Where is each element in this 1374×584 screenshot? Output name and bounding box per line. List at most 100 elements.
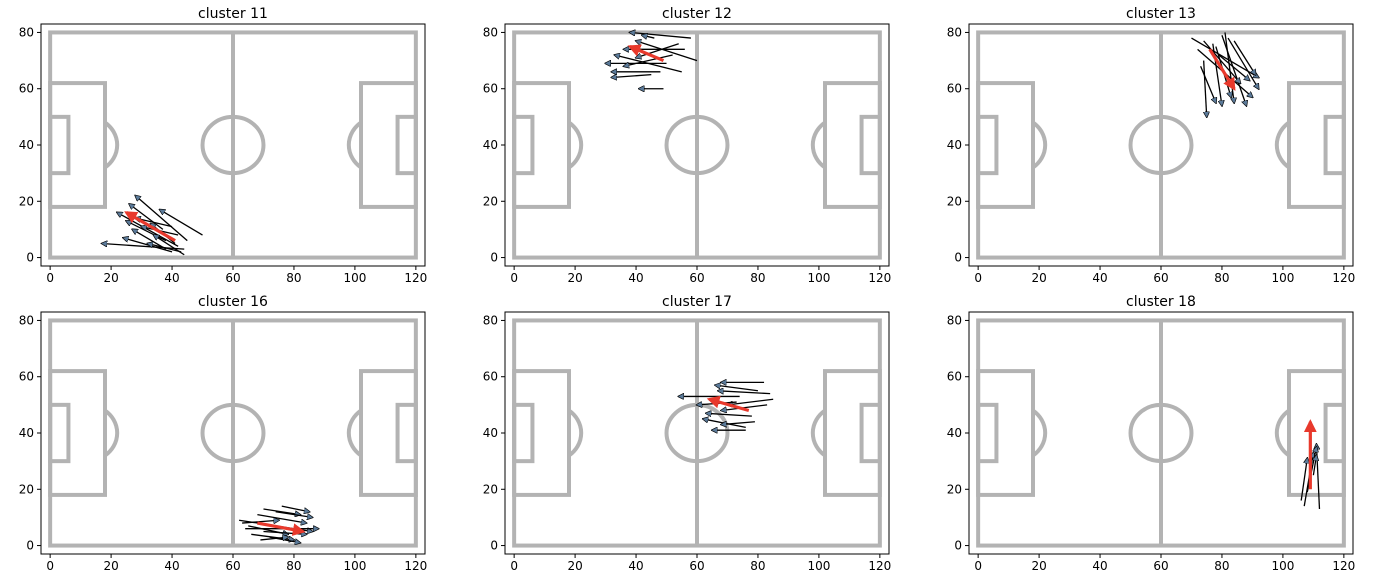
x-tick-label: 40 <box>628 559 643 573</box>
right-penalty-box <box>1287 369 1346 497</box>
left-six-yard-box <box>512 402 535 464</box>
x-tick-label: 80 <box>1214 559 1229 573</box>
mean-arrow <box>706 395 750 413</box>
subplot-title: cluster 16 <box>198 294 268 310</box>
center-circle <box>1128 114 1194 176</box>
y-tick-label: 0 <box>26 251 34 265</box>
pass-arrow <box>706 413 752 416</box>
center-circle <box>200 114 266 176</box>
pass-arrow <box>630 32 691 39</box>
right-six-yard-box <box>859 402 882 464</box>
pass-arrow <box>263 508 300 515</box>
pass-arrow <box>132 229 167 250</box>
left-penalty-box <box>976 81 1036 209</box>
left-penalty-box <box>48 369 107 497</box>
left-penalty-arc <box>103 408 120 458</box>
x-tick-label: 120 <box>868 559 891 573</box>
pass-arrows <box>102 196 203 256</box>
pass-arrow <box>636 43 679 58</box>
pass-arrow <box>1218 54 1249 80</box>
x-tick-label: 0 <box>46 271 54 285</box>
x-tick-label: 100 <box>807 271 830 285</box>
pass-arrow <box>1316 444 1321 510</box>
pass-arrow <box>129 204 164 230</box>
x-tick-label: 60 <box>1153 559 1168 573</box>
x-tick-label: 60 <box>689 559 704 573</box>
pass-arrows <box>238 505 318 543</box>
right-six-yard-box <box>395 402 418 464</box>
right-six-yard-box <box>859 114 882 176</box>
pass-arrow <box>1227 37 1258 89</box>
left-penalty-arc <box>567 408 584 458</box>
right-penalty-box <box>359 81 418 209</box>
y-tick-label: 60 <box>947 370 962 384</box>
y-tick-label: 60 <box>483 370 498 384</box>
pass-arrow <box>1203 40 1241 83</box>
left-six-yard-box <box>48 402 71 464</box>
x-tick-label: 60 <box>225 271 240 285</box>
subplot-grid: cluster 11 0 20 40 60 80 100 120 0 20 40 60 80 cluste… <box>19 6 1356 573</box>
y-tick-label: 60 <box>19 370 34 384</box>
y-tick-label: 0 <box>26 539 34 553</box>
subplot-title: cluster 18 <box>1126 294 1196 310</box>
x-tick-label: 60 <box>225 559 240 573</box>
x-tick-label: 40 <box>164 271 179 285</box>
mean-arrow <box>627 44 665 63</box>
pass-arrow <box>281 505 309 512</box>
right-penalty-arc <box>346 408 363 458</box>
x-tick-label: 80 <box>750 559 765 573</box>
y-tick-label: 0 <box>954 539 962 553</box>
subplot-title: cluster 12 <box>662 6 732 22</box>
x-tick-label: 120 <box>404 559 427 573</box>
subplot-3: cluster 13 0 20 40 60 80 100 120 0 20 40 60 80 <box>947 6 1356 285</box>
right-six-yard-box <box>395 114 418 176</box>
left-penalty-box <box>512 81 572 209</box>
x-tick-label: 0 <box>974 559 982 573</box>
x-tick-label: 40 <box>1092 559 1107 573</box>
x-tick-label: 120 <box>868 271 891 285</box>
pass-arrow <box>624 54 673 66</box>
pass-arrow <box>715 385 759 392</box>
left-penalty-box <box>48 81 107 209</box>
x-tick-label: 0 <box>510 271 518 285</box>
x-tick-label: 80 <box>286 559 301 573</box>
mean-arrow <box>257 521 306 536</box>
pitch-lines <box>976 30 1346 260</box>
y-tick-label: 80 <box>947 313 962 327</box>
y-tick-label: 20 <box>19 194 34 208</box>
y-tick-label: 40 <box>947 426 962 440</box>
left-penalty-arc <box>1031 120 1048 170</box>
y-tick-label: 40 <box>947 138 962 152</box>
left-penalty-box <box>512 369 572 497</box>
center-circle <box>1128 402 1194 464</box>
right-penalty-arc <box>1274 120 1291 170</box>
right-penalty-box <box>823 369 882 497</box>
x-tick-label: 20 <box>1031 271 1046 285</box>
subplot-4: cluster 16 0 20 40 60 80 100 120 0 20 40 60 80 <box>19 294 428 573</box>
left-six-yard-box <box>976 402 999 464</box>
y-tick-label: 40 <box>483 426 498 440</box>
pass-arrow <box>1224 32 1234 102</box>
x-tick-label: 0 <box>974 271 982 285</box>
y-tick-label: 80 <box>19 313 34 327</box>
subplot-1: cluster 11 0 20 40 60 80 100 120 0 20 40 60 80 <box>19 6 428 285</box>
y-tick-label: 40 <box>483 138 498 152</box>
y-tick-label: 40 <box>19 138 34 152</box>
pitch-lines <box>512 30 882 260</box>
pass-arrow <box>160 210 203 236</box>
x-tick-label: 120 <box>1332 271 1355 285</box>
pass-arrow <box>1233 40 1255 75</box>
right-penalty-arc <box>810 120 827 170</box>
y-tick-label: 20 <box>483 194 498 208</box>
subplot-title: cluster 11 <box>198 6 268 22</box>
subplot-5: cluster 17 0 20 40 60 80 100 120 0 20 40 60 80 <box>483 294 892 573</box>
pass-arrow <box>642 35 655 38</box>
y-tick-label: 80 <box>947 25 962 39</box>
pass-arrow <box>718 391 771 394</box>
subplot-2: cluster 12 0 20 40 60 80 100 120 0 20 40 60 80 <box>483 6 892 285</box>
y-tick-label: 80 <box>19 25 34 39</box>
pass-arrow <box>257 513 306 523</box>
left-penalty-arc <box>1031 408 1048 458</box>
x-tick-label: 40 <box>628 271 643 285</box>
x-tick-label: 80 <box>286 271 301 285</box>
